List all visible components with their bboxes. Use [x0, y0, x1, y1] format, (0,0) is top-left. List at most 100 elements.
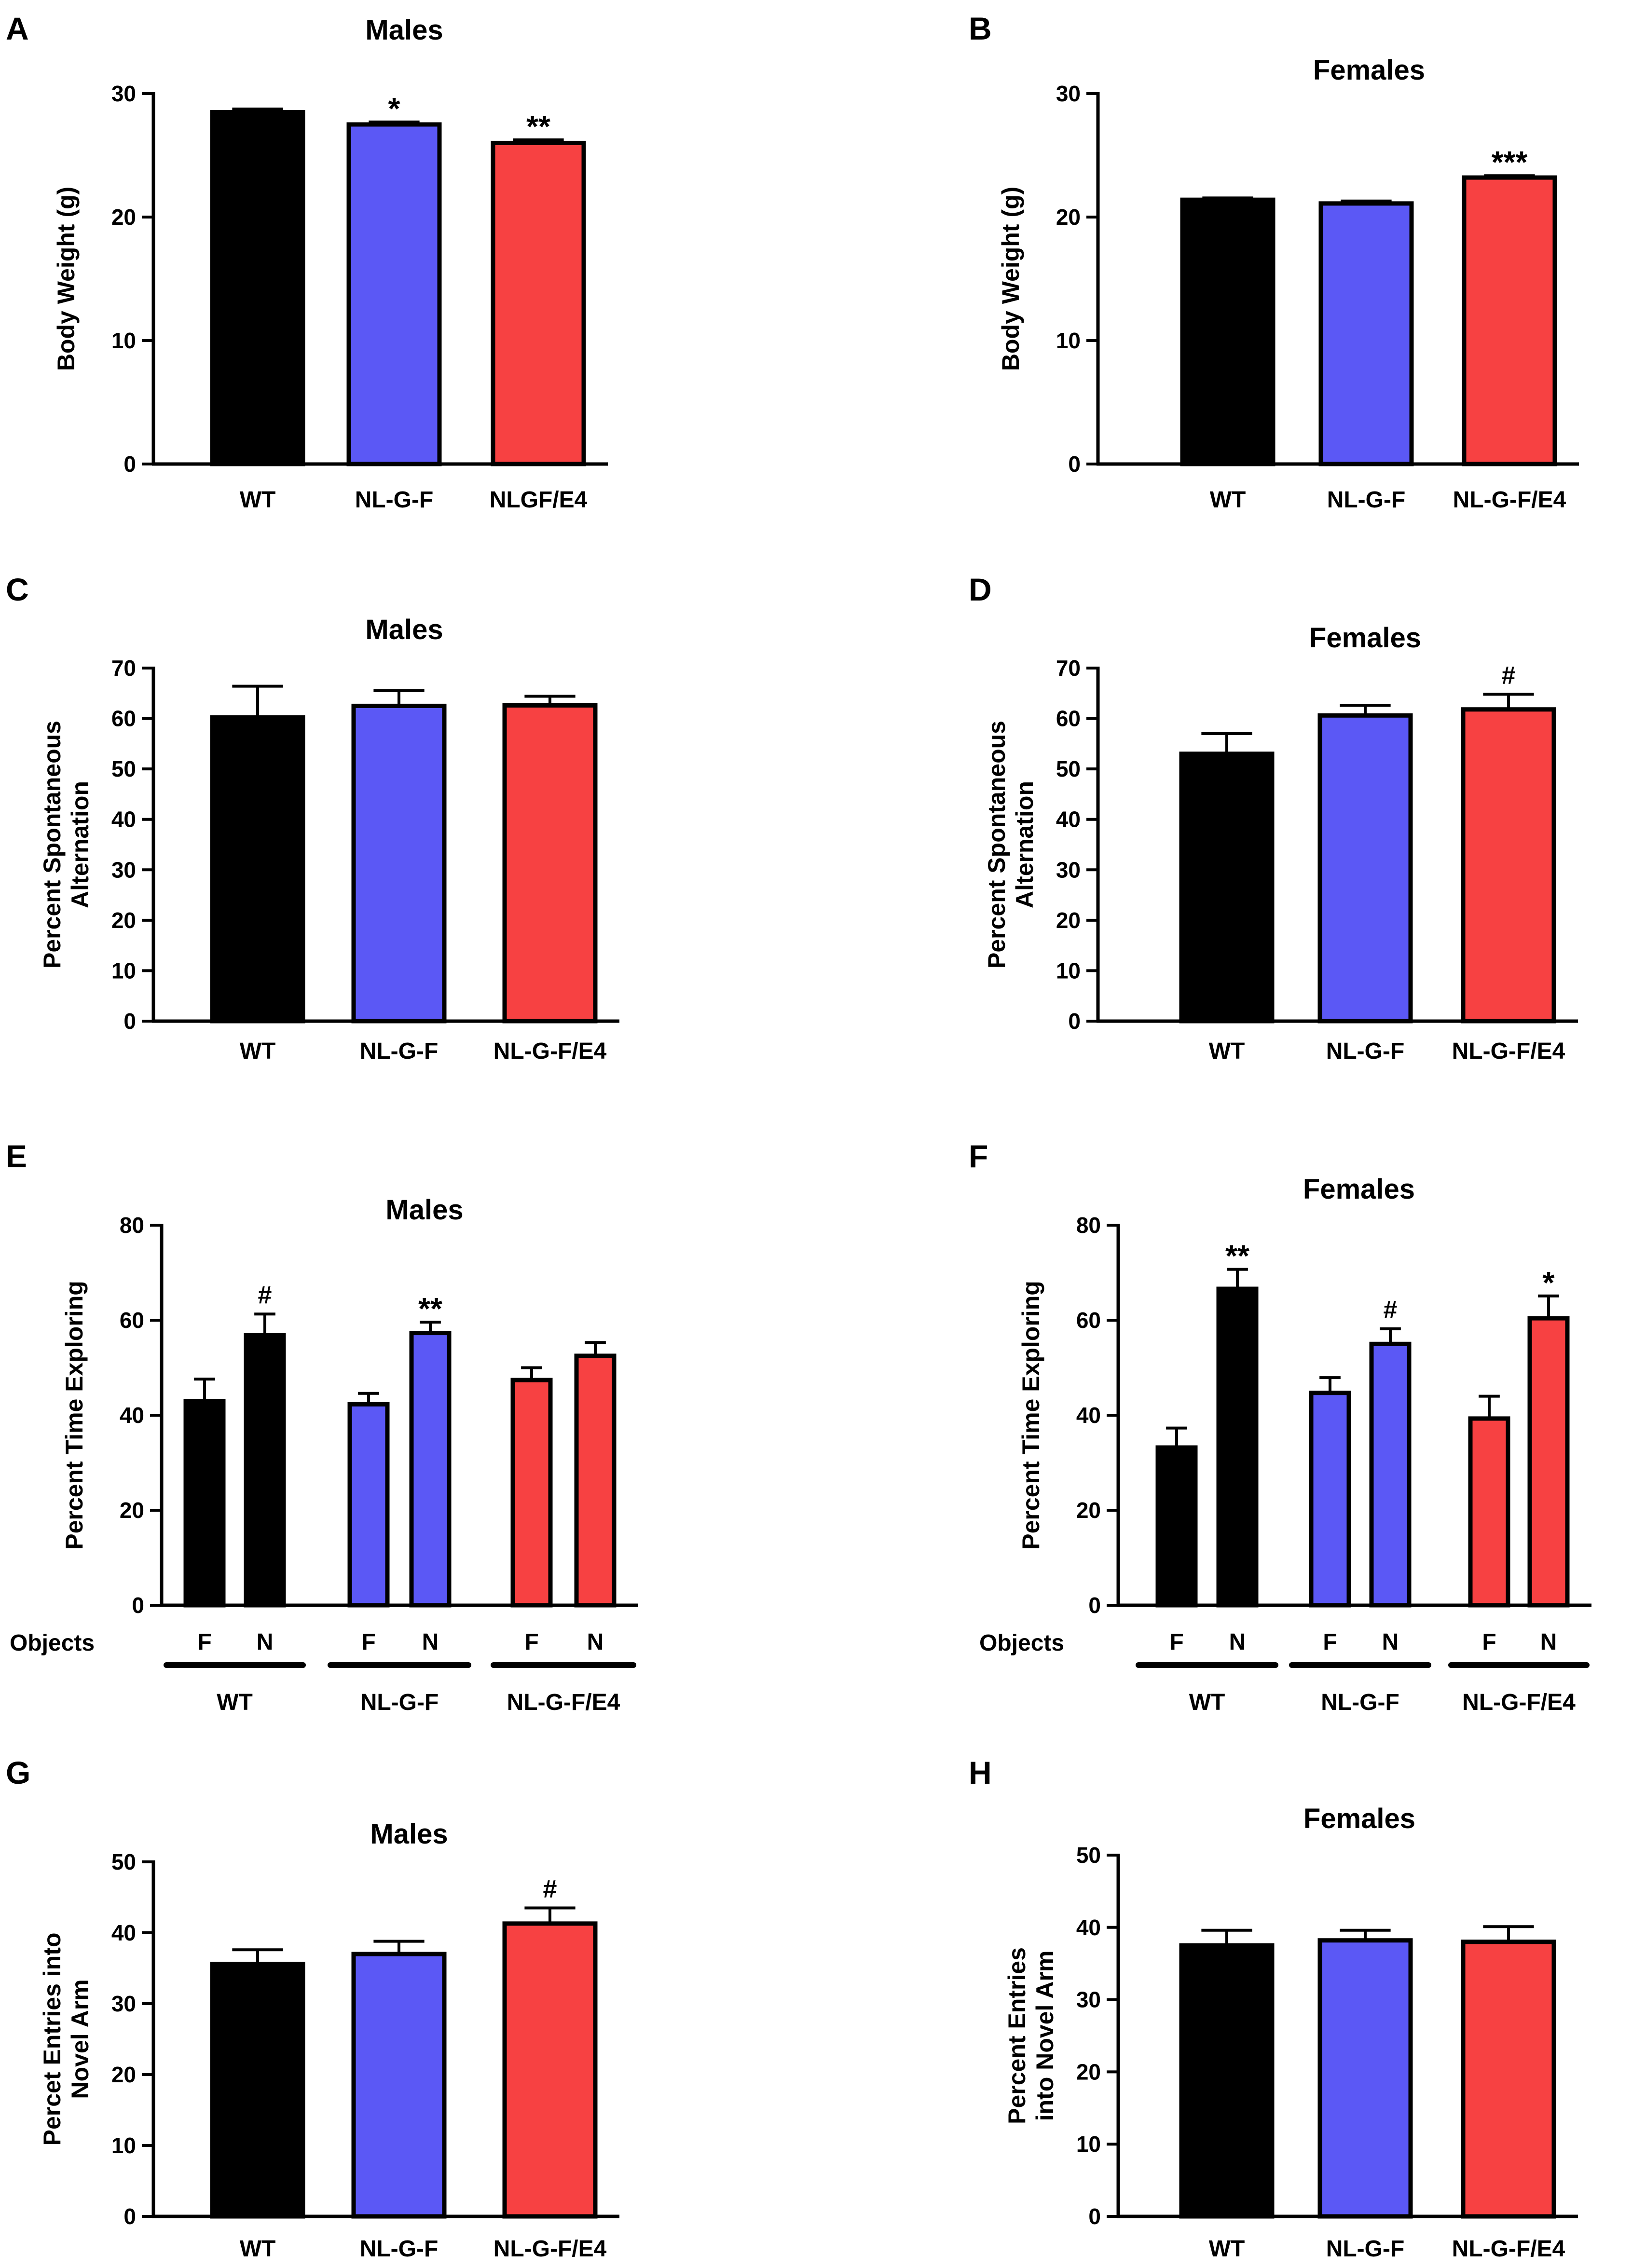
panel-letter: C	[6, 572, 29, 607]
y-tick-label: 0	[1088, 1593, 1101, 1618]
panel-h: H Females 0 10 20 30 40 50 Percent Entries into N…	[969, 1755, 1578, 2262]
chart-title: Females	[1309, 622, 1421, 654]
chart-title: Females	[1313, 55, 1425, 86]
chart-title: Males	[385, 1194, 463, 1226]
bar	[1309, 1391, 1351, 1608]
significance-marker: #	[1384, 1296, 1398, 1324]
object-label: F	[197, 1629, 211, 1655]
y-tick-label: 10	[111, 2133, 136, 2158]
bar	[351, 703, 447, 1024]
group-label: NL-G-F	[360, 1690, 439, 1715]
y-tick-label: 50	[111, 1849, 136, 1874]
y-tick-label: 10	[111, 958, 136, 983]
y-tick-label: 60	[111, 706, 136, 731]
objects-label: Objects	[979, 1630, 1064, 1656]
object-label: F	[1482, 1629, 1496, 1655]
group-label: NL-G-F/E4	[507, 1690, 620, 1715]
chart-title: Females	[1303, 1803, 1415, 1834]
bar	[491, 140, 586, 466]
bar	[1317, 713, 1413, 1024]
y-axis-label: Percent Spontaneous	[983, 721, 1010, 969]
object-label: F	[524, 1629, 538, 1655]
panel-letter: H	[969, 1755, 992, 1790]
chart-title: Females	[1303, 1174, 1415, 1205]
category-label: NL-G-F	[355, 487, 434, 513]
chart-title: Males	[370, 1818, 448, 1850]
y-tick-label: 20	[1076, 2059, 1101, 2084]
y-tick-label: 20	[111, 2062, 136, 2087]
y-tick-label: 40	[1076, 1403, 1101, 1428]
y-tick-label: 20	[1076, 1498, 1101, 1523]
significance-marker: #	[1502, 661, 1516, 689]
y-tick-label: 70	[111, 656, 136, 681]
bar	[347, 1402, 390, 1608]
y-tick-label: 20	[1056, 205, 1081, 230]
y-tick-label: 10	[1076, 2131, 1101, 2157]
category-label: NL-G-F	[1327, 487, 1406, 513]
panel-c: C Males 0 10 20 30 40 50 60 70 Percent Spontaneous…	[6, 572, 619, 1064]
bar	[183, 1398, 226, 1608]
y-tick-label: 20	[111, 205, 136, 230]
object-label: F	[1323, 1629, 1337, 1655]
y-tick-label: 80	[120, 1213, 144, 1238]
panel-f: F Females 0 20 40 60 80 Percent Time Exploring F…	[969, 1138, 1591, 1715]
y-axis-label: Alternation	[1011, 781, 1038, 908]
group-label: WT	[1189, 1690, 1225, 1715]
bar	[1180, 197, 1275, 466]
y-axis-label: Percent Time Exploring	[61, 1281, 88, 1550]
bar	[1462, 175, 1557, 466]
bar	[1318, 201, 1414, 466]
panel-g: G Males 0 10 20 30 40 50 Percet Entries into Nove…	[6, 1755, 619, 2262]
y-tick-label: 10	[111, 328, 136, 353]
panel-letter: G	[6, 1755, 30, 1790]
category-label: NL-G-F	[1326, 1038, 1405, 1064]
y-tick-label: 0	[1068, 1009, 1081, 1034]
significance-marker: #	[258, 1281, 272, 1309]
significance-marker: *	[1543, 1265, 1555, 1300]
category-label: WT	[1210, 487, 1246, 513]
y-tick-label: 30	[111, 81, 136, 106]
category-label: WT	[240, 1038, 276, 1064]
bar	[346, 122, 442, 466]
y-tick-label: 20	[120, 1498, 144, 1523]
bar	[1179, 751, 1275, 1024]
y-tick-label: 30	[1056, 857, 1081, 882]
category-label: NL-G-F	[360, 2236, 439, 2262]
bar	[574, 1353, 617, 1608]
y-tick-label: 0	[1088, 2204, 1101, 2229]
y-tick-label: 50	[111, 756, 136, 781]
category-label: NL-G-F	[360, 1038, 439, 1064]
object-label: N	[1540, 1629, 1557, 1655]
bar	[502, 1921, 598, 2219]
y-tick-label: 30	[1076, 1987, 1101, 2012]
category-label: WT	[1209, 2236, 1245, 2262]
y-axis-label: Percet Entries into	[39, 1933, 66, 2146]
bar	[1216, 1286, 1259, 1608]
significance-marker: ***	[1492, 145, 1528, 179]
panel-letter: E	[6, 1138, 27, 1174]
object-label: N	[257, 1629, 274, 1655]
category-label: NL-G-F/E4	[494, 1038, 607, 1064]
panel-d: D Females 0 10 20 30 40 50 60 70 Percent Spontaneo…	[969, 572, 1578, 1064]
bar	[351, 1952, 447, 2219]
y-axis-label: Novel Arm	[67, 1979, 94, 2099]
category-label: NL-G-F/E4	[494, 2236, 607, 2262]
object-label: F	[1169, 1629, 1183, 1655]
y-tick-label: 50	[1076, 1843, 1101, 1868]
panel-a: A Males 0 10 20 30 Body Weight (g) WT * NL-G-F ** N…	[6, 11, 608, 513]
y-tick-label: 0	[1068, 451, 1081, 477]
y-tick-label: 30	[111, 1991, 136, 2016]
y-axis-label: into Novel Arm	[1031, 1951, 1058, 2121]
bar	[502, 703, 598, 1024]
bar	[1155, 1445, 1198, 1608]
bar	[210, 1962, 305, 2219]
panel-letter: D	[969, 572, 992, 607]
y-tick-label: 70	[1056, 656, 1081, 681]
chart-title: Males	[365, 614, 443, 645]
y-axis-label: Alternation	[67, 781, 94, 908]
object-label: N	[422, 1629, 439, 1655]
y-tick-label: 60	[1076, 1308, 1101, 1333]
category-label: NL-G-F/E4	[1453, 487, 1566, 513]
bar	[1461, 1940, 1556, 2219]
